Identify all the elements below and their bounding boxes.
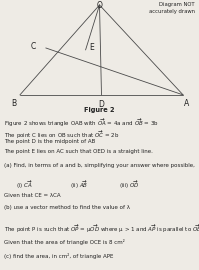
Text: C: C xyxy=(31,42,36,52)
Text: Given that CE = λCA: Given that CE = λCA xyxy=(4,193,61,198)
Text: (b) use a vector method to find the value of λ: (b) use a vector method to find the valu… xyxy=(4,205,130,210)
Text: (a) Find, in terms of a and b, simplifying your answer where possible,: (a) Find, in terms of a and b, simplifyi… xyxy=(4,163,195,168)
Text: A: A xyxy=(184,99,190,108)
Text: Figure 2: Figure 2 xyxy=(84,107,115,113)
Text: (i) $\overrightarrow{CA}$: (i) $\overrightarrow{CA}$ xyxy=(16,178,33,191)
Text: (c) find the area, in cm², of triangle APE: (c) find the area, in cm², of triangle A… xyxy=(4,253,113,259)
Text: The point E lies on AC such that OED is a straight line.: The point E lies on AC such that OED is … xyxy=(4,149,153,154)
Text: Given that the area of triangle OCE is 8 cm²: Given that the area of triangle OCE is 8… xyxy=(4,239,125,245)
Text: Figure 2 shows triangle OAB with $\overrightarrow{OA}$ = 4a and $\overrightarrow: Figure 2 shows triangle OAB with $\overr… xyxy=(4,117,159,129)
Text: B: B xyxy=(11,99,17,108)
Text: (iii) $\overrightarrow{OD}$: (iii) $\overrightarrow{OD}$ xyxy=(119,178,140,191)
Text: The point D is the midpoint of AB: The point D is the midpoint of AB xyxy=(4,139,95,144)
Text: E: E xyxy=(90,43,94,52)
Text: The point P is such that $\overrightarrow{OP}$ = μ$\overrightarrow{OD}$ where μ : The point P is such that $\overrightarro… xyxy=(4,222,199,235)
Text: The point C lies on OB such that $\overrightarrow{OC}$ = 2b: The point C lies on OB such that $\overr… xyxy=(4,129,119,141)
Text: (ii) $\overrightarrow{AB}$: (ii) $\overrightarrow{AB}$ xyxy=(70,178,88,191)
Text: O: O xyxy=(97,1,102,10)
Text: D: D xyxy=(99,100,104,109)
Text: Diagram NOT
accurately drawn: Diagram NOT accurately drawn xyxy=(149,2,195,14)
